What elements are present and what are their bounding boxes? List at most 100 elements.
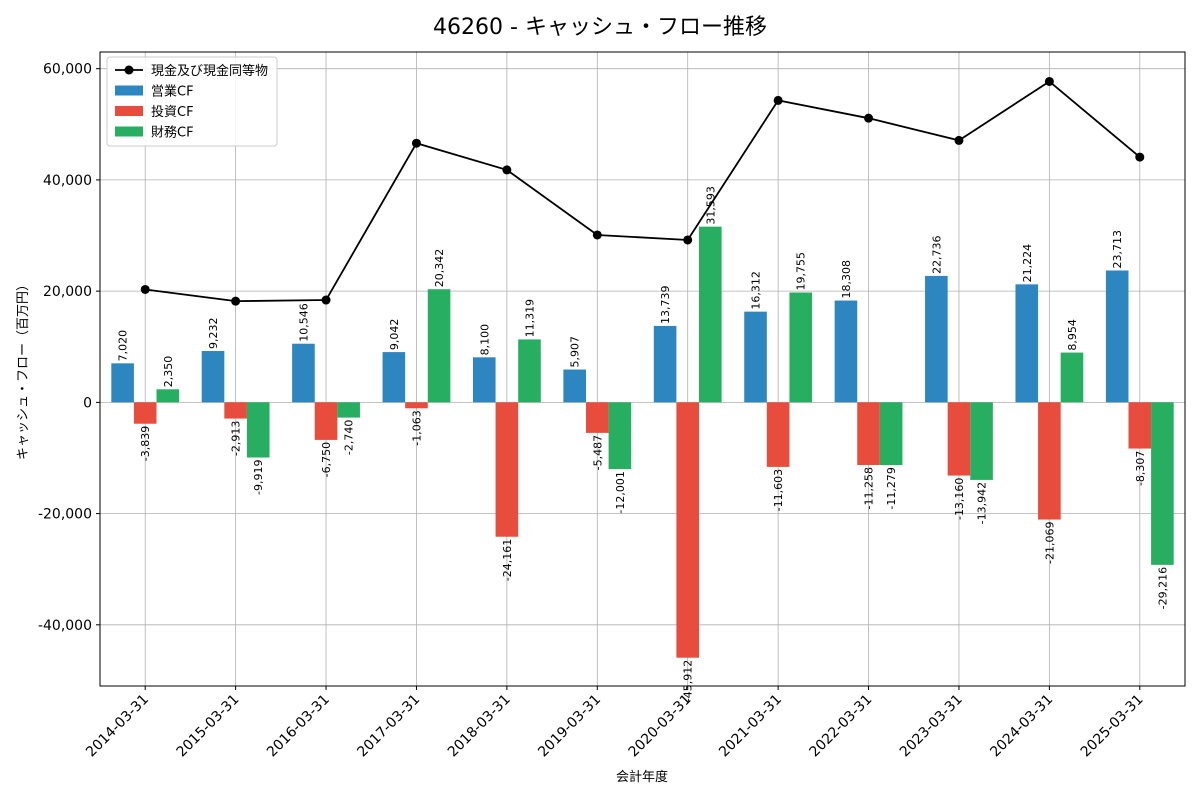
x-tick-label: 2014-03-31 [83,692,152,761]
data-label: -21,069 [1043,522,1056,564]
bar-財務CF [427,289,451,403]
data-label: -13,160 [953,478,966,520]
data-label: 8,100 [478,324,491,356]
bar-財務CF [518,339,541,403]
data-label: -45,912 [682,660,695,702]
bars-layer [111,226,1174,658]
legend-bar-swatch [115,106,143,116]
x-tick-label: 2019-03-31 [535,692,604,761]
bar-投資CF [857,402,880,465]
data-label: -11,279 [885,467,898,509]
data-label: -11,258 [863,467,876,509]
cash-equivalents-point [321,295,331,305]
data-label: 9,042 [388,319,401,351]
bar-投資CF [1128,402,1152,449]
y-tick-label: -40,000 [38,618,92,634]
y-axis-label: キャッシュ・フロー（百万円） [16,278,31,460]
legend-marker [124,65,134,75]
data-label: 19,755 [795,252,808,291]
bar-投資CF [1038,402,1061,520]
data-label: 23,713 [1111,230,1124,269]
data-label: 9,232 [207,318,220,350]
bar-投資CF [947,402,971,476]
bar-財務CF [1151,402,1174,565]
bar-営業CF [1105,270,1129,403]
cash-equivalents-point [411,138,421,148]
bar-営業CF [1015,284,1039,403]
x-tick-label: 2025-03-31 [1078,692,1147,761]
data-label: 2,350 [162,356,175,388]
labels-layer: 7,020 9,232 10,546 9,042 8,100 5,907 13,739 16,… [117,186,1170,702]
plot-frame [99,51,1186,687]
bar-投資CF [766,402,790,467]
cash-equivalents-point [502,165,512,175]
y-tick-label: 0 [83,395,92,411]
x-tick-label: 2016-03-31 [264,692,333,761]
grid-layer [100,52,1185,686]
bar-投資CF [495,402,519,537]
data-label: 31,593 [704,186,717,225]
data-label: 18,308 [840,260,853,299]
x-axis-ticks: 2014-03-31 2015-03-31 2016-03-31 2017-03-31… [83,686,1147,761]
bar-財務CF [1060,352,1084,403]
data-label: -5,487 [591,435,604,470]
x-tick-label: 2021-03-31 [716,692,785,761]
bar-投資CF [585,402,609,433]
cash-equivalents-point [1135,152,1145,162]
bar-財務CF [789,292,813,403]
data-label: 5,907 [569,336,582,368]
data-label: 20,342 [433,249,446,288]
bar-投資CF [405,402,428,409]
data-label: 7,020 [117,330,130,362]
bar-投資CF [133,402,157,424]
x-axis-label: 会計年度 [616,769,668,785]
legend-bar-swatch [115,85,143,96]
data-label: 13,739 [659,285,672,324]
line-layer [140,76,1145,306]
bar-財務CF [699,226,722,403]
x-tick-label: 2022-03-31 [807,692,876,761]
bar-財務CF [879,402,903,466]
y-tick-label: -20,000 [38,507,92,523]
bar-財務CF [608,402,632,470]
cash-equivalents-point [1044,76,1054,86]
data-label: -13,942 [976,482,989,524]
data-label: -6,750 [320,442,333,477]
data-label: -12,001 [614,471,627,513]
legend-entry: 投資CF [151,104,194,120]
data-label: -2,913 [230,421,243,456]
y-axis-ticks: -40,000 -20,000 0 20,000 40,000 60,000 [38,62,100,634]
data-label: -24,161 [501,539,514,581]
legend-bar-swatch [115,126,143,137]
data-label: -1,063 [410,410,423,445]
cash-equivalents-point [773,95,783,105]
data-label: 22,736 [930,235,943,274]
data-label: -11,603 [772,469,785,511]
data-label: -8,307 [1134,451,1147,486]
bar-営業CF [834,300,858,403]
cash-equivalents-point [683,235,693,245]
data-label: -3,839 [139,426,152,461]
data-label: 10,546 [297,303,310,342]
cash-equivalents-point [954,135,964,145]
data-label: 21,224 [1021,244,1034,283]
bar-営業CF [563,369,586,403]
legend-box [106,56,278,147]
bar-営業CF [292,343,315,403]
bar-投資CF [224,402,247,419]
bar-営業CF [653,325,677,403]
data-label: -9,919 [252,460,265,495]
cash-equivalents-point [592,230,602,240]
data-label: 16,312 [750,271,763,310]
bar-営業CF [201,351,225,403]
cash-equivalents-point [140,284,150,294]
bar-財務CF [156,389,180,403]
chart-title: 46260 - キャッシュ・フロー推移 [433,15,767,40]
bar-営業CF [925,275,948,403]
y-tick-label: 60,000 [43,62,92,78]
cash-equivalents-point [864,113,874,123]
bar-財務CF [970,402,993,480]
y-tick-label: 20,000 [43,284,92,300]
y-tick-label: 40,000 [43,173,92,189]
